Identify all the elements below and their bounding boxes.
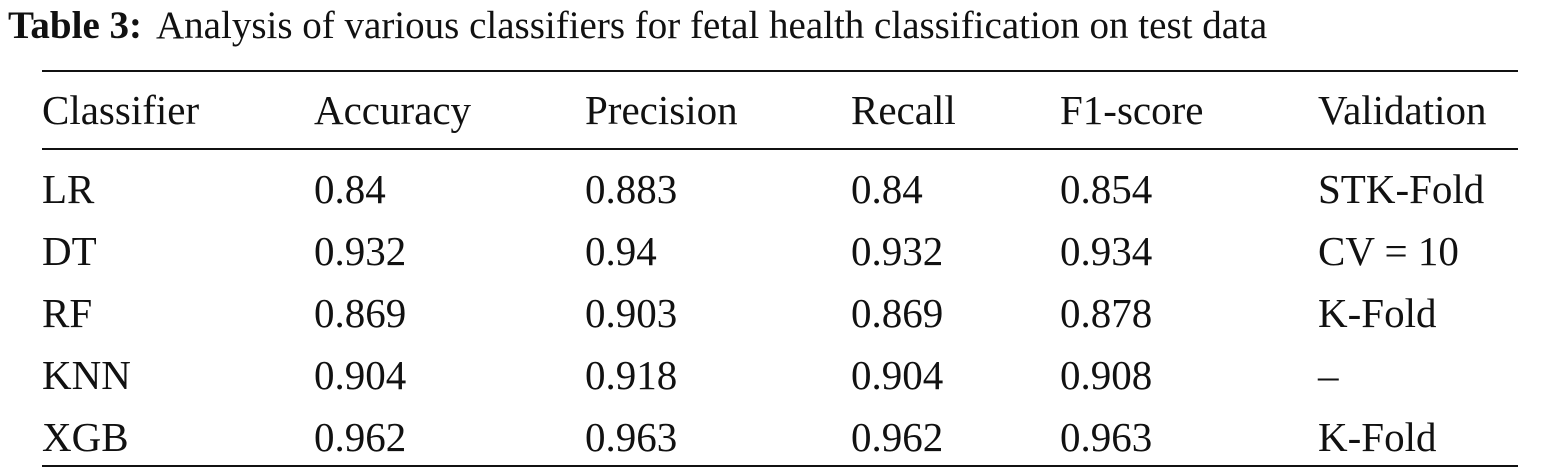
cell-accuracy: 0.869 — [314, 290, 407, 336]
cell-precision: 0.963 — [585, 414, 678, 460]
cell-classifier: XGB — [42, 414, 129, 460]
cell-f1-score: 0.854 — [1060, 166, 1153, 212]
cell-accuracy: 0.932 — [314, 228, 407, 274]
cell-f1-score: 0.934 — [1060, 228, 1153, 274]
header-accuracy: Accuracy — [314, 87, 472, 133]
table-header-row: Classifier Accuracy Precision Recall F1-… — [42, 74, 1518, 146]
table-row: KNN 0.904 0.918 0.904 0.908 – — [42, 344, 1518, 406]
table-row: LR 0.84 0.883 0.84 0.854 STK-Fold — [42, 158, 1518, 220]
header-validation: Validation — [1318, 87, 1487, 133]
cell-f1-score: 0.963 — [1060, 414, 1153, 460]
cell-precision: 0.883 — [585, 166, 678, 212]
results-table: Classifier Accuracy Precision Recall F1-… — [42, 74, 1518, 460]
header-precision: Precision — [585, 87, 738, 133]
cell-f1-score: 0.908 — [1060, 352, 1153, 398]
cell-precision: 0.918 — [585, 352, 678, 398]
cell-validation: CV = 10 — [1318, 228, 1459, 274]
table-bottom-rule — [42, 465, 1518, 467]
table-header-rule — [42, 148, 1518, 150]
cell-recall: 0.904 — [851, 352, 944, 398]
cell-recall: 0.869 — [851, 290, 944, 336]
cell-validation: K-Fold — [1318, 414, 1437, 460]
table-row: DT 0.932 0.94 0.932 0.934 CV = 10 — [42, 220, 1518, 282]
table-caption: Table 3: Analysis of various classifiers … — [8, 2, 1267, 50]
cell-classifier: KNN — [42, 352, 131, 398]
cell-classifier: LR — [42, 166, 95, 212]
cell-recall: 0.962 — [851, 414, 944, 460]
cell-classifier: DT — [42, 228, 97, 274]
cell-classifier: RF — [42, 290, 93, 336]
cell-accuracy: 0.84 — [314, 166, 386, 212]
header-recall: Recall — [851, 87, 956, 133]
cell-precision: 0.94 — [585, 228, 657, 274]
table-caption-label: Table 3: — [8, 4, 143, 47]
table-row: XGB 0.962 0.963 0.962 0.963 K-Fold — [42, 406, 1518, 468]
cell-accuracy: 0.962 — [314, 414, 407, 460]
cell-accuracy: 0.904 — [314, 352, 407, 398]
cell-precision: 0.903 — [585, 290, 678, 336]
cell-f1-score: 0.878 — [1060, 290, 1153, 336]
cell-validation: – — [1318, 352, 1339, 398]
cell-validation: STK-Fold — [1318, 166, 1485, 212]
table-caption-text: Analysis of various classifiers for feta… — [156, 4, 1268, 47]
table-row: RF 0.869 0.903 0.869 0.878 K-Fold — [42, 282, 1518, 344]
header-classifier: Classifier — [42, 87, 200, 133]
header-f1-score: F1-score — [1060, 87, 1204, 133]
table-top-rule — [42, 70, 1518, 72]
cell-recall: 0.932 — [851, 228, 944, 274]
cell-validation: K-Fold — [1318, 290, 1437, 336]
cell-recall: 0.84 — [851, 166, 923, 212]
table-body: LR 0.84 0.883 0.84 0.854 STK-Fold DT 0.9… — [42, 158, 1518, 468]
